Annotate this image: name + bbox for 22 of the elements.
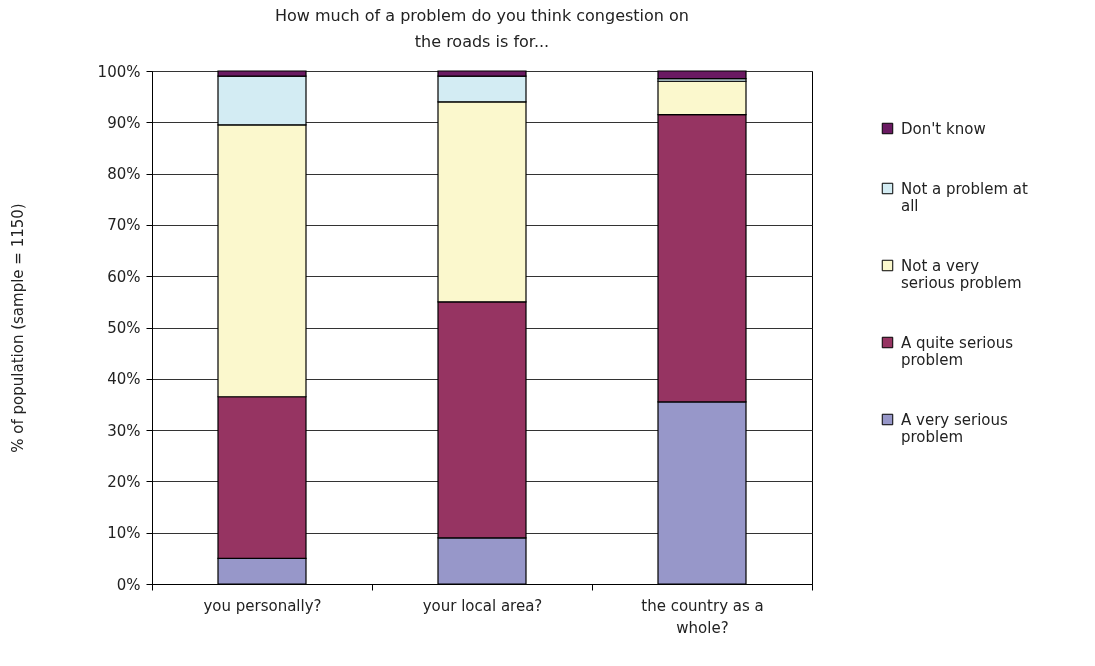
y-tick-label: 50% <box>107 319 141 337</box>
legend-label: A very serious problem <box>901 410 1009 446</box>
legend-label: A quite serious problem <box>901 333 1014 369</box>
y-tick-label: 30% <box>107 421 141 440</box>
x-tick-label: the country as a whole? <box>641 596 764 637</box>
legend-label: Don't know <box>901 119 986 138</box>
y-tick-label: 60% <box>107 267 141 286</box>
legend-label: Not a very serious problem <box>901 256 1022 292</box>
y-tick-label: 20% <box>107 472 141 491</box>
bar <box>657 70 747 80</box>
y-tick-label: 100% <box>97 62 141 81</box>
x-tick-label: your local area? <box>422 596 543 615</box>
legend-label: Not a problem at all <box>901 179 1029 215</box>
y-axis-title: % of population (sample = 1150) <box>8 203 27 453</box>
y-tick-label: 80% <box>107 165 141 184</box>
y-tick-label: 90% <box>107 113 141 132</box>
chart-title: How much of a problem do you think congestion on the roads is for... <box>274 6 690 51</box>
y-tick-label: 40% <box>107 370 141 389</box>
y-tick-label: 70% <box>107 216 141 235</box>
y-tick-label: 0% <box>116 575 141 594</box>
y-tick-label: 10% <box>107 524 141 543</box>
x-tick-label: you personally? <box>203 596 322 615</box>
